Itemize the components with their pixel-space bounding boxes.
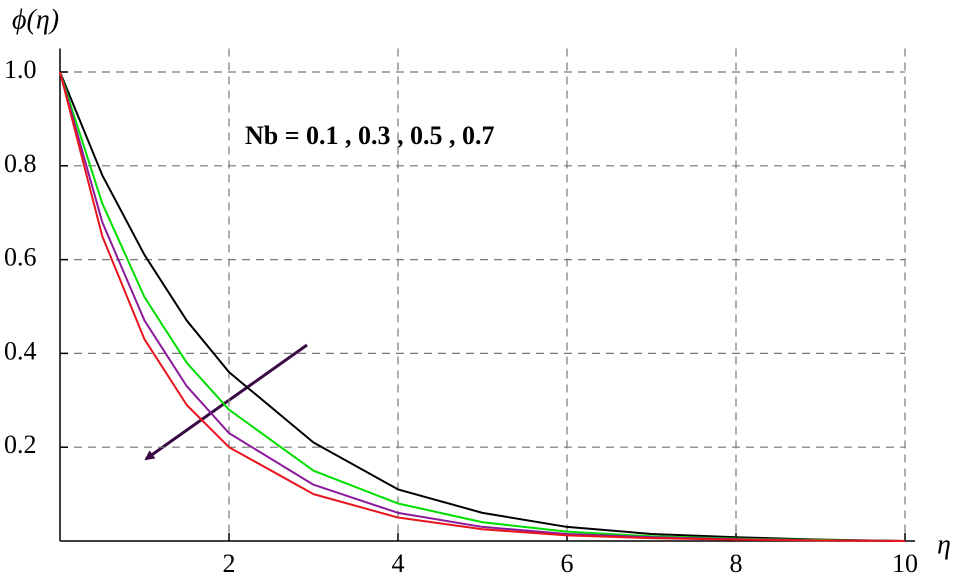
arrow (144, 343, 308, 461)
x-tick-label: 2 (223, 549, 236, 578)
y-tick-label: 1.0 (4, 55, 37, 84)
x-axis-label: η (937, 529, 951, 560)
y-tick-label: 0.2 (4, 430, 37, 459)
x-tick-label: 10 (892, 549, 918, 578)
series-line (59, 71, 906, 542)
y-tick-label: 0.8 (4, 149, 37, 178)
y-tick-label: 0.4 (4, 336, 37, 365)
y-tick-label: 0.6 (4, 243, 37, 272)
annotation: Nb = 0.1 , 0.3 , 0.5 , 0.7 (245, 121, 495, 150)
x-tick-label: 4 (392, 549, 405, 578)
x-tick-label: 6 (561, 549, 574, 578)
y-axis-label: ϕ(η) (12, 4, 59, 35)
series-line (59, 71, 906, 542)
x-tick-label: 8 (730, 549, 743, 578)
